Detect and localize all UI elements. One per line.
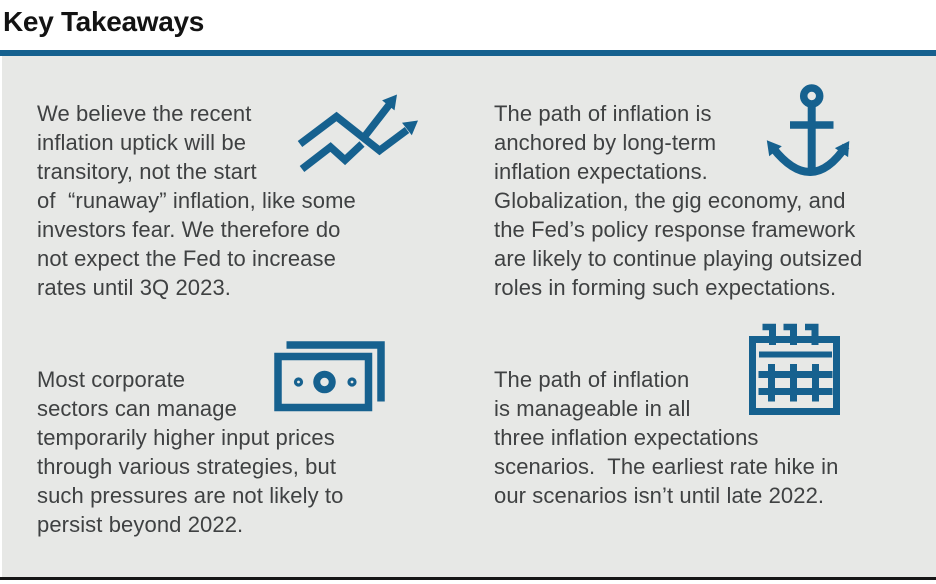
accent-rule [0,50,936,56]
banknotes-icon [255,330,395,435]
takeaway-text-scenarios: The path of inflation is manageable in a… [494,367,839,508]
anchor-icon [765,82,890,202]
takeaway-text-transitory: We believe the recent inflation uptick w… [37,101,356,300]
takeaways-panel: We believe the recent inflation uptick w… [2,56,936,577]
takeaway-text-anchored: The path of inflation is anchored by lon… [494,101,863,300]
takeaway-text-corporate: Most corporate sectors can manage tempor… [37,367,344,537]
calendar-icon [747,321,842,422]
bottom-rule [0,577,936,580]
page-title: Key Takeaways [3,6,205,37]
trend-arrows-icon [297,87,422,187]
